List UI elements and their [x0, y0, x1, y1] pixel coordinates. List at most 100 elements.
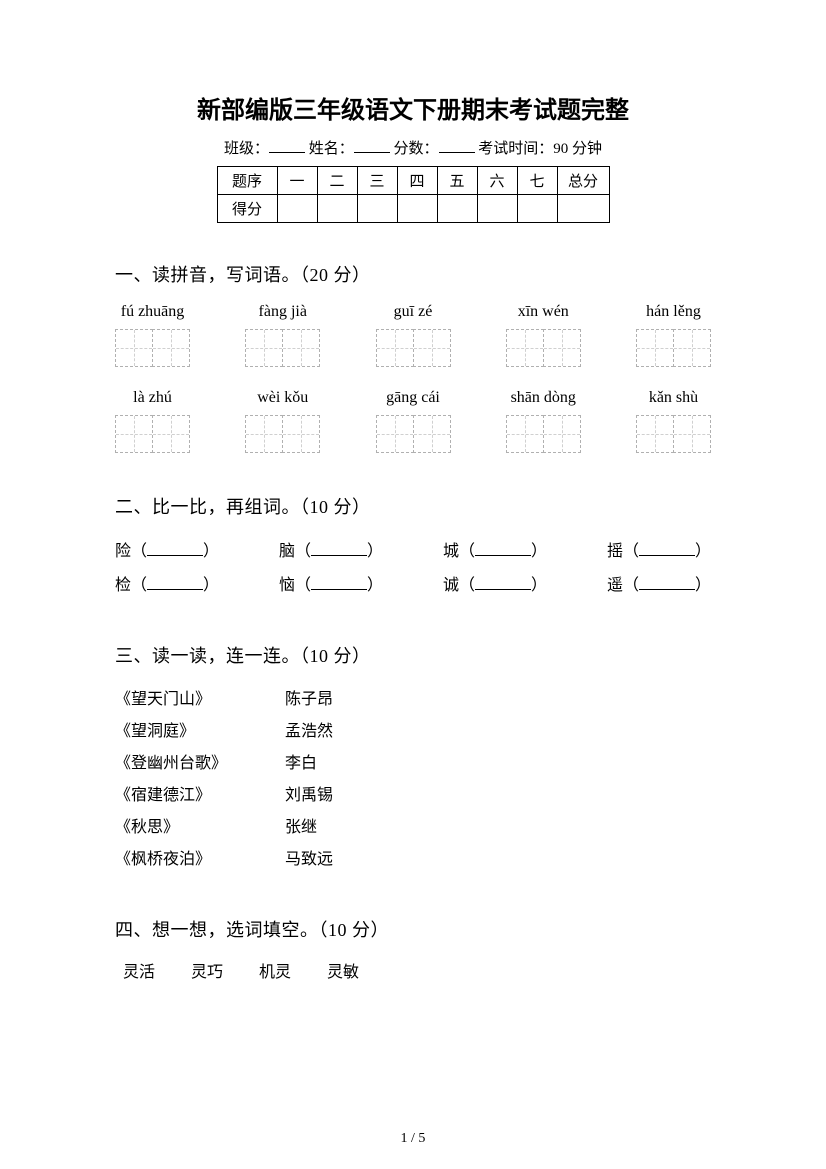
char-box[interactable]	[245, 329, 320, 367]
name-label: 姓名：	[309, 141, 354, 157]
score-total-cell: 总分	[557, 167, 609, 195]
score-col-cell: 二	[317, 167, 357, 195]
match-right: 陈子昂	[285, 684, 333, 716]
class-blank[interactable]	[269, 139, 305, 153]
compare-item: 城（）	[443, 535, 547, 569]
match-left: 《秋思》	[115, 812, 285, 844]
match-right: 李白	[285, 748, 317, 780]
pinyin-label: shān dòng	[511, 389, 576, 409]
score-input-cell[interactable]	[517, 195, 557, 223]
char-box[interactable]	[376, 329, 451, 367]
section-2: 二、比一比，再组词。（10 分） 险（） 脑（） 城（） 摇（） 检（） 恼（）…	[115, 493, 711, 602]
score-col-cell: 三	[357, 167, 397, 195]
char-box[interactable]	[376, 415, 451, 453]
pinyin-item: guī zé	[376, 303, 451, 367]
blank-input[interactable]	[147, 576, 203, 590]
score-col-cell: 六	[477, 167, 517, 195]
pinyin-label: gāng cái	[386, 389, 440, 409]
score-col-cell: 五	[437, 167, 477, 195]
score-input-cell[interactable]	[477, 195, 517, 223]
score-input-cell[interactable]	[357, 195, 397, 223]
match-row: 《枫桥夜泊》马致远	[115, 844, 711, 876]
pinyin-row-2: là zhú wèi kǒu gāng cái shān dòng kǎn sh…	[115, 389, 711, 453]
match-right: 马致远	[285, 844, 333, 876]
score-input-cell[interactable]	[277, 195, 317, 223]
pinyin-row-1: fú zhuāng fàng jià guī zé xīn wén hán lě…	[115, 303, 711, 367]
score-blank[interactable]	[439, 139, 475, 153]
match-left: 《望天门山》	[115, 684, 285, 716]
pinyin-item: wèi kǒu	[245, 389, 320, 453]
pinyin-label: kǎn shù	[649, 389, 698, 409]
page-number: 1 / 5	[0, 1131, 826, 1147]
word-choices: 灵活 灵巧 机灵 灵敏	[115, 958, 711, 982]
match-row: 《宿建德江》刘禹锡	[115, 780, 711, 812]
match-right: 孟浩然	[285, 716, 333, 748]
pinyin-item: fú zhuāng	[115, 303, 190, 367]
score-col-cell: 四	[397, 167, 437, 195]
score-input-cell[interactable]	[437, 195, 477, 223]
match-left: 《宿建德江》	[115, 780, 285, 812]
char-box[interactable]	[115, 329, 190, 367]
word-choice: 机灵	[259, 964, 291, 981]
compare-item: 诚（）	[443, 569, 547, 603]
pinyin-item: là zhú	[115, 389, 190, 453]
class-label: 班级：	[224, 141, 269, 157]
score-input-cell[interactable]	[557, 195, 609, 223]
match-left: 《枫桥夜泊》	[115, 844, 285, 876]
pinyin-label: wèi kǒu	[257, 389, 308, 409]
compare-item: 摇（）	[607, 535, 711, 569]
page-title: 新部编版三年级语文下册期末考试题完整	[115, 90, 711, 125]
pinyin-item: gāng cái	[376, 389, 451, 453]
blank-input[interactable]	[311, 576, 367, 590]
section-3: 三、读一读，连一连。（10 分） 《望天门山》陈子昂 《望洞庭》孟浩然 《登幽州…	[115, 642, 711, 876]
compare-row: 险（） 脑（） 城（） 摇（）	[115, 535, 711, 569]
char-box[interactable]	[506, 415, 581, 453]
blank-input[interactable]	[639, 542, 695, 556]
blank-input[interactable]	[147, 542, 203, 556]
match-right: 张继	[285, 812, 317, 844]
blank-input[interactable]	[475, 542, 531, 556]
section-1: 一、读拼音，写词语。（20 分） fú zhuāng fàng jià guī …	[115, 261, 711, 453]
word-choice: 灵活	[123, 964, 155, 981]
match-left: 《登幽州台歌》	[115, 748, 285, 780]
section-4-heading: 四、想一想，选词填空。（10 分）	[115, 916, 711, 942]
pinyin-label: hán lěng	[646, 303, 701, 323]
compare-row: 检（） 恼（） 诚（） 遥（）	[115, 569, 711, 603]
name-blank[interactable]	[354, 139, 390, 153]
pinyin-item: shān dòng	[506, 389, 581, 453]
pinyin-item: fàng jià	[245, 303, 320, 367]
score-table: 题序 一 二 三 四 五 六 七 总分 得分	[217, 166, 610, 223]
match-row: 《望洞庭》孟浩然	[115, 716, 711, 748]
table-row: 得分	[217, 195, 609, 223]
pinyin-label: xīn wén	[518, 303, 569, 323]
char-box[interactable]	[115, 415, 190, 453]
char-box[interactable]	[636, 329, 711, 367]
compare-item: 遥（）	[607, 569, 711, 603]
char-box[interactable]	[245, 415, 320, 453]
char-box[interactable]	[506, 329, 581, 367]
pinyin-label: guī zé	[394, 303, 433, 323]
word-choice: 灵巧	[191, 964, 223, 981]
blank-input[interactable]	[639, 576, 695, 590]
pinyin-item: xīn wén	[506, 303, 581, 367]
score-input-cell[interactable]	[317, 195, 357, 223]
compare-item: 脑（）	[279, 535, 383, 569]
pinyin-item: hán lěng	[636, 303, 711, 367]
match-row: 《望天门山》陈子昂	[115, 684, 711, 716]
score-col-cell: 一	[277, 167, 317, 195]
score-input-cell[interactable]	[397, 195, 437, 223]
blank-input[interactable]	[311, 542, 367, 556]
blank-input[interactable]	[475, 576, 531, 590]
table-row: 题序 一 二 三 四 五 六 七 总分	[217, 167, 609, 195]
compare-item: 检（）	[115, 569, 219, 603]
match-left: 《望洞庭》	[115, 716, 285, 748]
section-4: 四、想一想，选词填空。（10 分） 灵活 灵巧 机灵 灵敏	[115, 916, 711, 982]
pinyin-label: fú zhuāng	[121, 303, 185, 323]
section-2-heading: 二、比一比，再组词。（10 分）	[115, 493, 711, 519]
char-box[interactable]	[636, 415, 711, 453]
section-1-heading: 一、读拼音，写词语。（20 分）	[115, 261, 711, 287]
match-row: 《登幽州台歌》李白	[115, 748, 711, 780]
match-list: 《望天门山》陈子昂 《望洞庭》孟浩然 《登幽州台歌》李白 《宿建德江》刘禹锡 《…	[115, 684, 711, 876]
pinyin-item: kǎn shù	[636, 389, 711, 453]
match-row: 《秋思》张继	[115, 812, 711, 844]
